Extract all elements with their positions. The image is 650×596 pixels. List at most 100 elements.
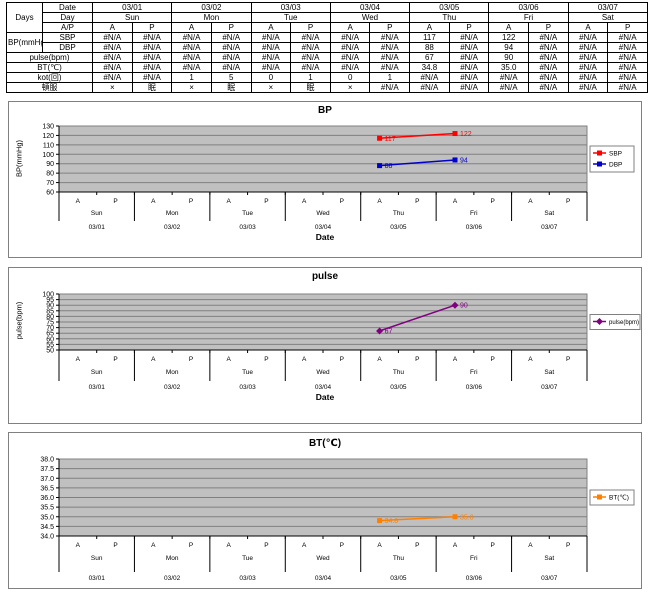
- tonpuku-value-cell[interactable]: #N/A: [567, 82, 609, 93]
- kot-value-cell[interactable]: #N/A: [528, 72, 569, 83]
- sbp-value-cell[interactable]: #N/A: [171, 32, 212, 43]
- ap-cell[interactable]: A: [329, 22, 371, 33]
- dbp-value-cell[interactable]: 88: [409, 42, 450, 53]
- tonpuku-value-cell[interactable]: ×: [329, 82, 371, 93]
- bt-value-cell[interactable]: #N/A: [329, 62, 371, 73]
- pulse-value-cell[interactable]: #N/A: [171, 52, 212, 63]
- day-cell[interactable]: Fri: [488, 12, 569, 23]
- sbp-value-cell[interactable]: #N/A: [250, 32, 292, 43]
- day-cell[interactable]: Wed: [329, 12, 411, 23]
- tonpuku-value-cell[interactable]: 眠: [131, 82, 173, 93]
- day-cell[interactable]: Sat: [567, 12, 649, 23]
- sbp-value-cell[interactable]: #N/A: [528, 32, 569, 43]
- bt-value-cell[interactable]: #N/A: [131, 62, 173, 73]
- ap-cell[interactable]: P: [369, 22, 411, 33]
- row-label-kot[interactable]: kot(回): [6, 72, 93, 83]
- tonpuku-value-cell[interactable]: #N/A: [448, 82, 490, 93]
- dbp-value-cell[interactable]: #N/A: [567, 42, 609, 53]
- ap-cell[interactable]: A: [488, 22, 530, 33]
- dbp-value-cell[interactable]: #N/A: [131, 42, 173, 53]
- row-label-pulse[interactable]: pulse(bpm): [6, 52, 93, 63]
- kot-value-cell[interactable]: 5: [210, 72, 252, 83]
- tonpuku-value-cell[interactable]: #N/A: [607, 82, 648, 93]
- bt-value-cell[interactable]: #N/A: [290, 62, 331, 73]
- sbp-value-cell[interactable]: #N/A: [369, 32, 411, 43]
- bt-value-cell[interactable]: 35.0: [488, 62, 530, 73]
- pulse-chart[interactable]: 100 95 90 85 80 75 70 65 60 55 50 A P A P A P A P A P A P A P Sun…: [8, 267, 642, 424]
- ap-cell[interactable]: P: [607, 22, 648, 33]
- bt-value-cell[interactable]: #N/A: [607, 62, 648, 73]
- dbp-value-cell[interactable]: #N/A: [290, 42, 331, 53]
- ap-cell[interactable]: P: [448, 22, 490, 33]
- kot-value-cell[interactable]: #N/A: [488, 72, 530, 83]
- sbp-value-cell[interactable]: #N/A: [92, 32, 133, 43]
- tonpuku-value-cell[interactable]: ×: [171, 82, 212, 93]
- tonpuku-value-cell[interactable]: 眠: [210, 82, 252, 93]
- row-label-ap[interactable]: A/P: [42, 22, 93, 33]
- tonpuku-value-cell[interactable]: #N/A: [409, 82, 450, 93]
- row-label-day[interactable]: Day: [42, 12, 93, 23]
- tonpuku-value-cell[interactable]: ×: [250, 82, 292, 93]
- row-label-dbp[interactable]: DBP: [42, 42, 93, 53]
- pulse-value-cell[interactable]: #N/A: [92, 52, 133, 63]
- bt-value-cell[interactable]: #N/A: [528, 62, 569, 73]
- pulse-value-cell[interactable]: #N/A: [131, 52, 173, 63]
- tonpuku-value-cell[interactable]: ×: [92, 82, 133, 93]
- bt-value-cell[interactable]: #N/A: [448, 62, 490, 73]
- dbp-value-cell[interactable]: #N/A: [448, 42, 490, 53]
- bt-value-cell[interactable]: #N/A: [92, 62, 133, 73]
- pulse-value-cell[interactable]: #N/A: [607, 52, 648, 63]
- pulse-value-cell[interactable]: 67: [409, 52, 450, 63]
- row-label-date[interactable]: Date: [42, 2, 93, 13]
- sbp-value-cell[interactable]: #N/A: [131, 32, 173, 43]
- kot-value-cell[interactable]: 1: [290, 72, 331, 83]
- kot-value-cell[interactable]: 0: [329, 72, 371, 83]
- pulse-value-cell[interactable]: #N/A: [567, 52, 609, 63]
- row-label-bt[interactable]: BT(℃): [6, 62, 93, 73]
- tonpuku-value-cell[interactable]: 眠: [290, 82, 331, 93]
- dbp-value-cell[interactable]: #N/A: [369, 42, 411, 53]
- sbp-value-cell[interactable]: 117: [409, 32, 450, 43]
- ap-cell[interactable]: A: [92, 22, 133, 33]
- pulse-value-cell[interactable]: #N/A: [448, 52, 490, 63]
- bt-value-cell[interactable]: #N/A: [369, 62, 411, 73]
- dbp-value-cell[interactable]: #N/A: [171, 42, 212, 53]
- bt-value-cell[interactable]: #N/A: [171, 62, 212, 73]
- pulse-value-cell[interactable]: #N/A: [290, 52, 331, 63]
- pulse-value-cell[interactable]: #N/A: [210, 52, 252, 63]
- row-label-tonpuku[interactable]: 頓服: [6, 82, 93, 93]
- sbp-value-cell[interactable]: 122: [488, 32, 530, 43]
- kot-value-cell[interactable]: #N/A: [92, 72, 133, 83]
- date-cell[interactable]: 03/01: [91, 2, 173, 13]
- pulse-value-cell[interactable]: #N/A: [250, 52, 292, 63]
- tonpuku-value-cell[interactable]: #N/A: [488, 82, 530, 93]
- day-cell[interactable]: Mon: [171, 12, 252, 23]
- ap-cell[interactable]: A: [171, 22, 212, 33]
- sbp-value-cell[interactable]: #N/A: [329, 32, 371, 43]
- row-label-sbp[interactable]: SBP: [42, 32, 93, 43]
- tonpuku-value-cell[interactable]: #N/A: [528, 82, 569, 93]
- bt-value-cell[interactable]: #N/A: [567, 62, 609, 73]
- bt-chart[interactable]: 38.0 37.5 37.0 36.5 36.0 35.5 35.0 34.5 34.0 A P A P…: [8, 432, 642, 589]
- kot-value-cell[interactable]: #N/A: [567, 72, 609, 83]
- kot-value-cell[interactable]: 1: [369, 72, 411, 83]
- dbp-value-cell[interactable]: #N/A: [329, 42, 371, 53]
- dbp-value-cell[interactable]: #N/A: [210, 42, 252, 53]
- date-cell[interactable]: 03/03: [250, 2, 331, 13]
- ap-cell[interactable]: P: [290, 22, 331, 33]
- row-label-bp[interactable]: BP(mmHg): [6, 32, 43, 53]
- kot-value-cell[interactable]: #N/A: [448, 72, 490, 83]
- corner-days[interactable]: Days: [6, 2, 43, 33]
- bt-value-cell[interactable]: #N/A: [250, 62, 292, 73]
- sbp-value-cell[interactable]: #N/A: [607, 32, 648, 43]
- dbp-value-cell[interactable]: 94: [488, 42, 530, 53]
- date-cell[interactable]: 03/02: [171, 2, 252, 13]
- bt-value-cell[interactable]: #N/A: [210, 62, 252, 73]
- kot-value-cell[interactable]: #N/A: [409, 72, 450, 83]
- dbp-value-cell[interactable]: #N/A: [607, 42, 648, 53]
- sbp-value-cell[interactable]: #N/A: [448, 32, 490, 43]
- tonpuku-value-cell[interactable]: #N/A: [369, 82, 411, 93]
- kot-value-cell[interactable]: 0: [250, 72, 292, 83]
- ap-cell[interactable]: A: [409, 22, 450, 33]
- sbp-value-cell[interactable]: #N/A: [210, 32, 252, 43]
